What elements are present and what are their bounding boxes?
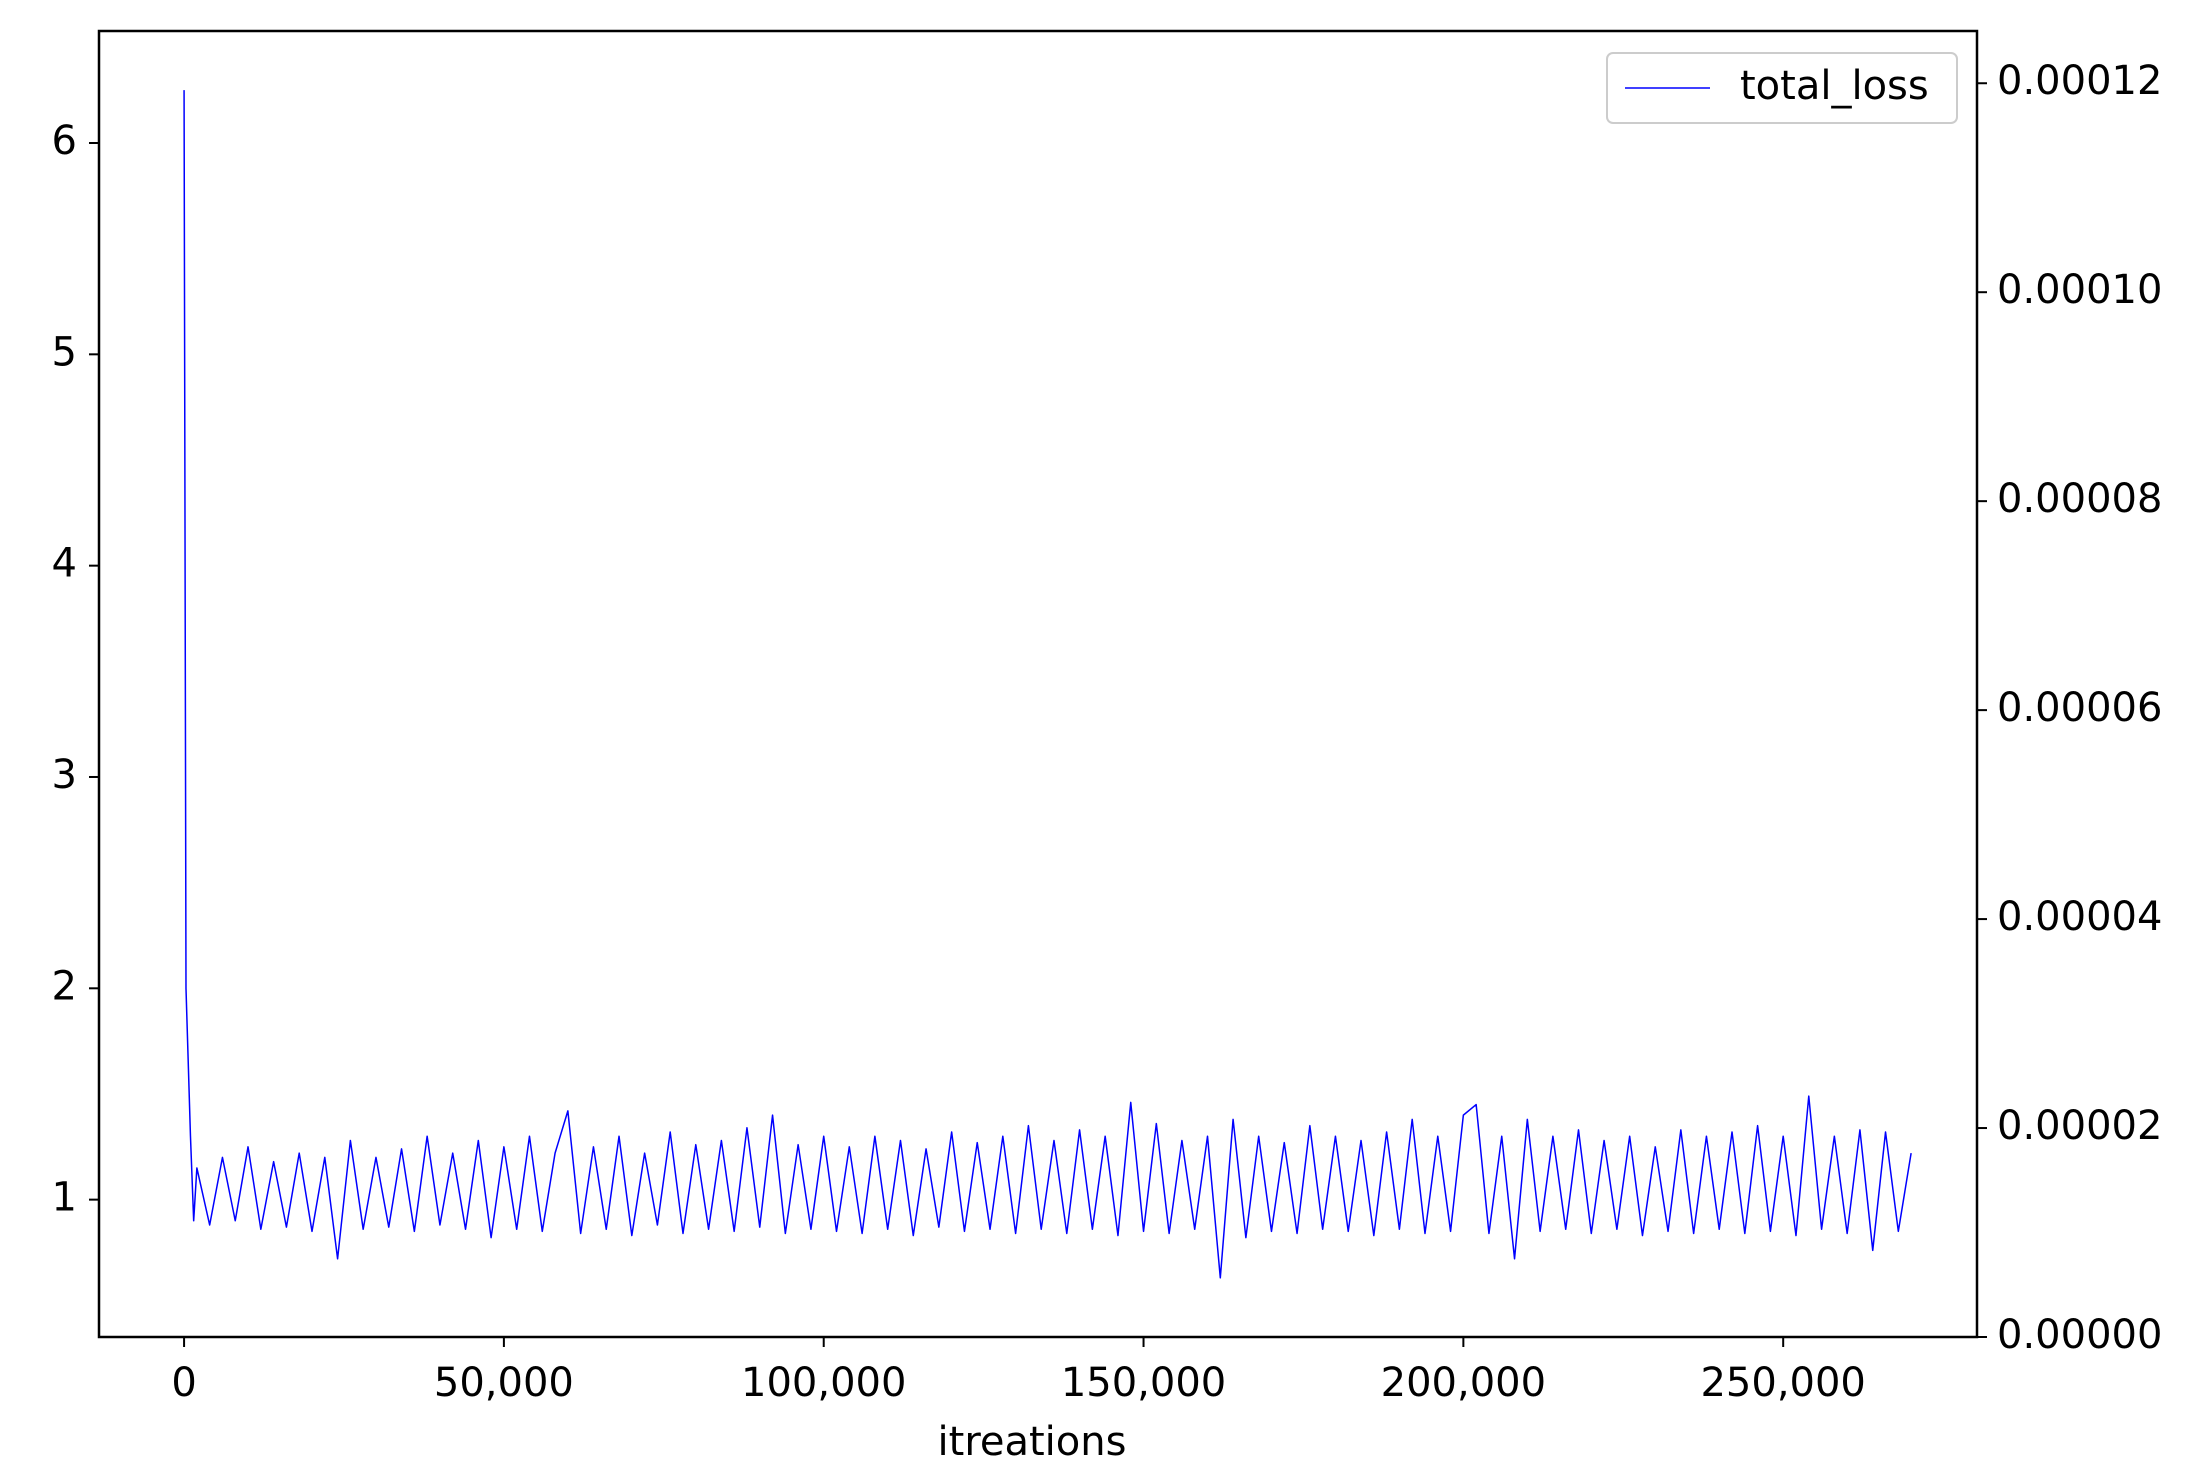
x-tick-label: 250,000 bbox=[1700, 1360, 1865, 1406]
legend-label: total_loss bbox=[1740, 63, 1929, 109]
y2-tick-label: 0.00000 bbox=[1997, 1312, 2162, 1358]
legend-box bbox=[1606, 52, 1958, 124]
y-tick-label: 1 bbox=[52, 1175, 77, 1221]
y2-tick-label: 0.00006 bbox=[1997, 685, 2162, 731]
y-tick-label: 3 bbox=[52, 752, 77, 798]
x-tick-label: 100,000 bbox=[741, 1360, 906, 1406]
y2-tick-label: 0.00012 bbox=[1997, 58, 2162, 104]
y-tick-label: 4 bbox=[52, 541, 77, 587]
y-tick-label: 5 bbox=[52, 329, 77, 375]
y2-tick-label: 0.00008 bbox=[1997, 476, 2162, 522]
y2-tick-label: 0.00002 bbox=[1997, 1103, 2162, 1149]
y2-tick-label: 0.00010 bbox=[1997, 267, 2162, 313]
y-tick-label: 2 bbox=[52, 963, 77, 1009]
x-tick-label: 0 bbox=[171, 1360, 196, 1406]
y2-tick-label: 0.00004 bbox=[1997, 894, 2162, 940]
x-tick-label: 200,000 bbox=[1381, 1360, 1546, 1406]
x-tick-label: 50,000 bbox=[434, 1360, 574, 1406]
x-axis-label: itreations bbox=[938, 1419, 1127, 1465]
y-tick-label: 6 bbox=[52, 118, 77, 164]
series-line bbox=[183, 90, 1912, 1279]
plot-frame bbox=[97, 29, 1979, 1339]
x-tick-label: 150,000 bbox=[1061, 1360, 1226, 1406]
